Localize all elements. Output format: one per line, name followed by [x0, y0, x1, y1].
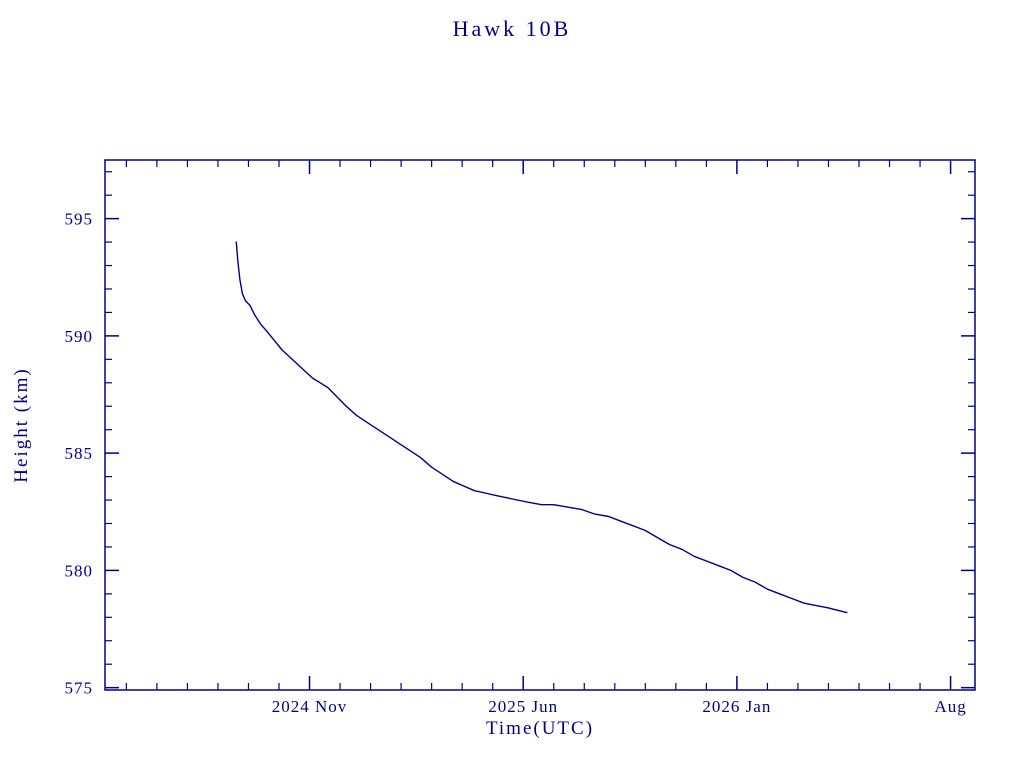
x-tick-label: 2024 Nov — [272, 697, 348, 716]
chart-title: Hawk 10B — [452, 16, 572, 41]
height-series-line — [235, 241, 848, 614]
x-tick-label: Aug — [934, 697, 966, 716]
y-tick-label: 595 — [65, 210, 94, 229]
y-tick-label: 585 — [65, 444, 94, 463]
plot-border — [104, 159, 976, 691]
x-tick-label: 2025 Jun — [488, 697, 558, 716]
y-tick-label: 590 — [65, 327, 94, 346]
x-tick-label: 2026 Jan — [702, 697, 771, 716]
x-axis-title: Time(UTC) — [485, 718, 595, 739]
y-tick-label: 575 — [65, 679, 94, 698]
y-tick-label: 580 — [65, 561, 94, 580]
